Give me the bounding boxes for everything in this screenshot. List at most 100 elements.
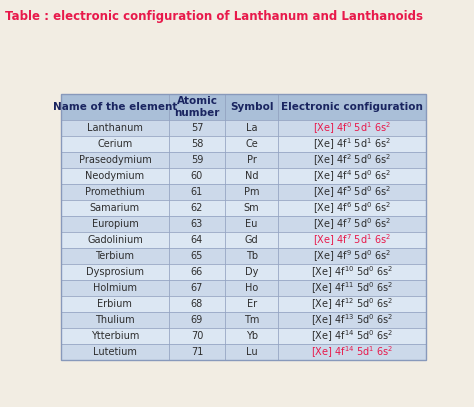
Bar	[61, 184, 169, 200]
Bar	[225, 120, 278, 136]
Text: Lutetium: Lutetium	[93, 347, 137, 357]
Bar	[61, 94, 426, 360]
Text: Dysprosium: Dysprosium	[86, 267, 144, 277]
Text: 57: 57	[191, 123, 203, 133]
Bar	[169, 136, 225, 152]
Text: [Xe] 4f$^{13}$ 5d$^0$ 6s$^2$: [Xe] 4f$^{13}$ 5d$^0$ 6s$^2$	[311, 312, 393, 328]
Text: Neodymium: Neodymium	[85, 171, 145, 181]
Bar	[61, 344, 169, 360]
Text: 61: 61	[191, 187, 203, 197]
Text: La: La	[246, 123, 257, 133]
Text: Pr: Pr	[247, 155, 256, 165]
Text: Lanthanum: Lanthanum	[87, 123, 143, 133]
Text: Samarium: Samarium	[90, 203, 140, 213]
Bar	[61, 136, 169, 152]
Bar	[61, 168, 169, 184]
Bar	[225, 184, 278, 200]
Bar	[278, 232, 426, 248]
Bar	[169, 120, 225, 136]
Bar	[61, 296, 169, 312]
Text: Name of the element: Name of the element	[53, 102, 177, 112]
Bar	[169, 152, 225, 168]
Text: 71: 71	[191, 347, 203, 357]
Bar	[278, 280, 426, 296]
Text: [Xe] 4f$^{14}$ 5d$^0$ 6s$^2$: [Xe] 4f$^{14}$ 5d$^0$ 6s$^2$	[311, 328, 393, 344]
Text: Tb: Tb	[246, 251, 258, 261]
Bar	[278, 168, 426, 184]
Bar	[225, 136, 278, 152]
Text: Europium: Europium	[91, 219, 138, 229]
Bar	[169, 328, 225, 344]
Text: 62: 62	[191, 203, 203, 213]
Text: Terbium: Terbium	[95, 251, 135, 261]
Text: 68: 68	[191, 299, 203, 309]
Text: [Xe] 4f$^{11}$ 5d$^0$ 6s$^2$: [Xe] 4f$^{11}$ 5d$^0$ 6s$^2$	[311, 280, 393, 295]
Bar	[169, 94, 225, 120]
Text: Nd: Nd	[245, 171, 258, 181]
Text: Promethium: Promethium	[85, 187, 145, 197]
Text: 64: 64	[191, 235, 203, 245]
Bar	[225, 152, 278, 168]
Text: Erbium: Erbium	[98, 299, 132, 309]
Bar	[169, 344, 225, 360]
Text: 63: 63	[191, 219, 203, 229]
Text: [Xe] 4f$^2$ 5d$^0$ 6s$^2$: [Xe] 4f$^2$ 5d$^0$ 6s$^2$	[313, 152, 391, 168]
Text: 69: 69	[191, 315, 203, 325]
Bar	[61, 232, 169, 248]
Bar	[225, 328, 278, 344]
Bar	[278, 200, 426, 216]
Text: 58: 58	[191, 139, 203, 149]
Text: [Xe] 4f$^{12}$ 5d$^0$ 6s$^2$: [Xe] 4f$^{12}$ 5d$^0$ 6s$^2$	[311, 296, 393, 312]
Bar	[169, 184, 225, 200]
Text: 59: 59	[191, 155, 203, 165]
Bar	[61, 216, 169, 232]
Text: Cerium: Cerium	[97, 139, 133, 149]
Bar	[169, 264, 225, 280]
Text: Gadolinium: Gadolinium	[87, 235, 143, 245]
Bar	[225, 296, 278, 312]
Bar	[61, 152, 169, 168]
Text: 70: 70	[191, 331, 203, 341]
Bar	[225, 168, 278, 184]
Bar	[61, 312, 169, 328]
Text: [Xe] 4f$^7$ 5d$^1$ 6s$^2$: [Xe] 4f$^7$ 5d$^1$ 6s$^2$	[313, 232, 391, 247]
Bar	[225, 232, 278, 248]
Bar	[169, 232, 225, 248]
Bar	[225, 344, 278, 360]
Text: Ce: Ce	[246, 139, 258, 149]
Text: Praseodymium: Praseodymium	[79, 155, 151, 165]
Text: Holmium: Holmium	[93, 283, 137, 293]
Bar	[61, 280, 169, 296]
Bar	[169, 200, 225, 216]
Text: Symbol: Symbol	[230, 102, 273, 112]
Text: 65: 65	[191, 251, 203, 261]
Bar	[278, 216, 426, 232]
Bar	[169, 248, 225, 264]
Text: Sm: Sm	[244, 203, 259, 213]
Text: [Xe] 4f$^1$ 5d$^1$ 6s$^2$: [Xe] 4f$^1$ 5d$^1$ 6s$^2$	[313, 136, 391, 152]
Text: [Xe] 4f$^9$ 5d$^0$ 6s$^2$: [Xe] 4f$^9$ 5d$^0$ 6s$^2$	[313, 248, 391, 264]
Bar	[169, 296, 225, 312]
Bar	[278, 94, 426, 120]
Bar	[225, 312, 278, 328]
Bar	[61, 200, 169, 216]
Text: Dy: Dy	[245, 267, 258, 277]
Text: [Xe] 4f$^4$ 5d$^0$ 6s$^2$: [Xe] 4f$^4$ 5d$^0$ 6s$^2$	[313, 168, 391, 184]
Text: Thulium: Thulium	[95, 315, 135, 325]
Text: [Xe] 4f$^{10}$ 5d$^0$ 6s$^2$: [Xe] 4f$^{10}$ 5d$^0$ 6s$^2$	[311, 264, 393, 280]
Bar	[225, 264, 278, 280]
Bar	[278, 248, 426, 264]
Bar	[278, 152, 426, 168]
Bar	[61, 248, 169, 264]
Text: Ytterbium: Ytterbium	[91, 331, 139, 341]
Text: [Xe] 4f$^{14}$ 5d$^1$ 6s$^2$: [Xe] 4f$^{14}$ 5d$^1$ 6s$^2$	[311, 344, 393, 359]
Bar	[278, 120, 426, 136]
Bar	[169, 312, 225, 328]
Bar	[61, 328, 169, 344]
Bar	[61, 120, 169, 136]
Text: Gd: Gd	[245, 235, 258, 245]
Bar	[169, 168, 225, 184]
Text: [Xe] 4f$^0$ 5d$^1$ 6s$^2$: [Xe] 4f$^0$ 5d$^1$ 6s$^2$	[313, 120, 391, 136]
Bar	[61, 94, 169, 120]
Bar	[278, 328, 426, 344]
